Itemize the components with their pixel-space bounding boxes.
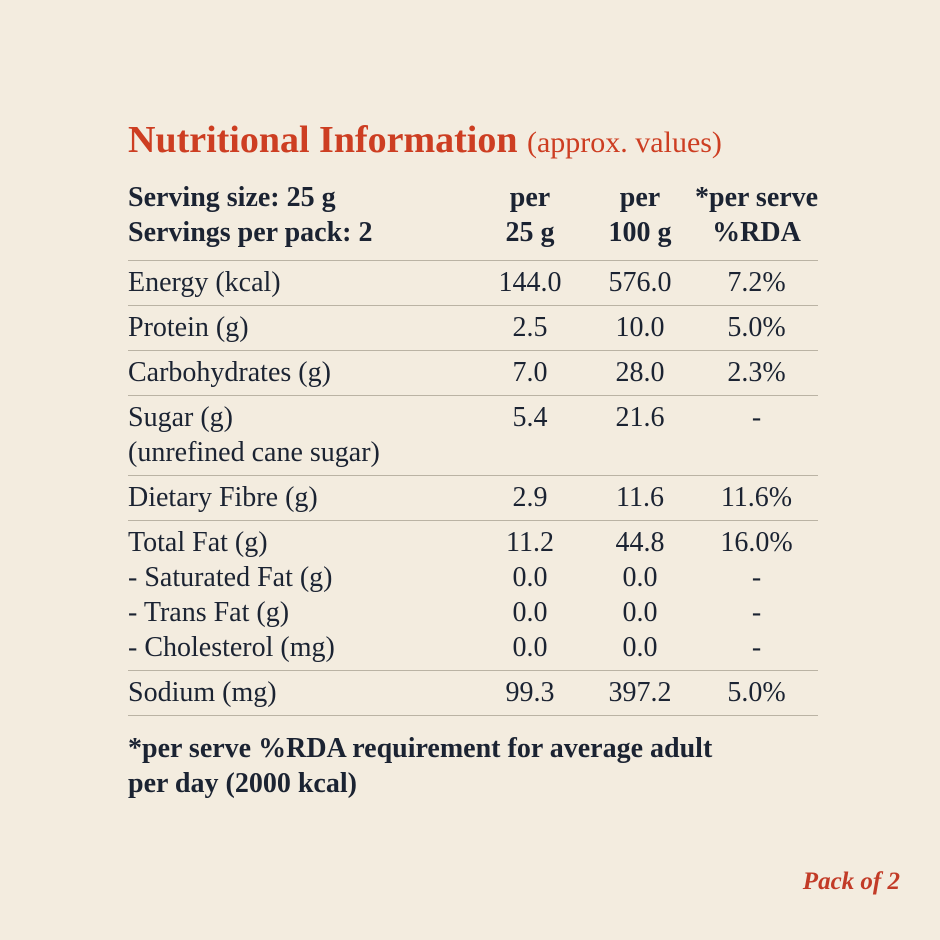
cell-per-100g: 11.6 <box>616 482 664 513</box>
header-rda-line2: %RDA <box>712 217 801 248</box>
title-main: Nutritional Information <box>128 119 518 161</box>
cell-rda-percent: - <box>751 632 762 663</box>
rda-footnote: *per serve %RDA requirement for average … <box>128 731 818 801</box>
table-row-group: Energy (kcal) 144.0 576.0 7.2% <box>128 261 818 306</box>
header-rda-line1: *per serve <box>695 182 819 213</box>
footnote-line1: *per serve %RDA requirement for average … <box>128 733 713 764</box>
table-header: Serving size: 25 g Servings per pack: 2 … <box>128 180 818 261</box>
header-per-25g-line1: per <box>509 182 551 213</box>
cell-rda-percent: 16.0% <box>720 527 793 558</box>
header-per-100g-line1: per <box>619 182 661 213</box>
cell-per-100g: 28.0 <box>615 357 665 388</box>
cell-per-25g: 0.0 <box>512 597 548 628</box>
cell-per-100g: 0.0 <box>622 632 658 663</box>
cell-rda-percent: - <box>751 402 762 433</box>
cell-rda-percent: - <box>751 597 762 628</box>
row-label: Carbohydrates (g) <box>128 357 331 388</box>
row-label: - Cholesterol (mg) <box>128 632 335 663</box>
cell-per-25g: 11.2 <box>506 527 554 558</box>
cell-rda-percent: - <box>751 562 762 593</box>
table-row-group: Sugar (g) 5.4 21.6 - (unrefined cane sugar) <box>128 396 818 476</box>
header-col-per-25g: per 25 g <box>475 180 585 250</box>
cell-rda-percent: 2.3% <box>727 357 786 388</box>
cell-rda-percent <box>695 435 818 470</box>
cell-per-25g: 2.5 <box>512 312 548 343</box>
header-col-rda: *per serve %RDA <box>695 180 818 250</box>
cell-per-100g: 0.0 <box>622 597 658 628</box>
title-approx-values: (approx. values) <box>527 126 722 159</box>
header-per-100g-line2: 100 g <box>608 217 672 248</box>
cell-per-25g: 2.9 <box>512 482 548 513</box>
cell-per-100g: 44.8 <box>615 527 665 558</box>
row-label: Dietary Fibre (g) <box>128 482 318 513</box>
page-title: Nutritional Information (approx. values) <box>128 116 818 167</box>
cell-per-25g: 0.0 <box>512 562 548 593</box>
row-label: Total Fat (g) <box>128 527 268 558</box>
row-label: - Saturated Fat (g) <box>128 562 333 593</box>
row-label: - Trans Fat (g) <box>128 597 290 628</box>
cell-per-100g: 397.2 <box>608 677 672 708</box>
cell-per-100g: 21.6 <box>615 402 665 433</box>
table-row-group: Total Fat (g) 11.2 44.8 16.0% - Saturated Fa… <box>128 521 818 671</box>
header-col-per-100g: per 100 g <box>585 180 695 250</box>
table-row-group: Sodium (mg) 99.3 397.2 5.0% <box>128 671 818 716</box>
cell-per-25g: 5.4 <box>512 402 548 433</box>
cell-per-100g: 0.0 <box>622 562 658 593</box>
cell-rda-percent: 5.0% <box>727 677 786 708</box>
cell-per-100g <box>585 435 695 470</box>
row-label: Energy (kcal) <box>128 267 281 298</box>
cell-per-25g: 144.0 <box>498 267 562 298</box>
row-label: Sugar (g) <box>128 402 233 433</box>
header-per-25g-line2: 25 g <box>505 217 555 248</box>
table-row-group: Carbohydrates (g) 7.0 28.0 2.3% <box>128 351 818 396</box>
footnote-line2: per day (2000 kcal) <box>128 768 357 799</box>
cell-rda-percent: 7.2% <box>727 267 786 298</box>
cell-per-25g: 99.3 <box>505 677 555 708</box>
row-label: Sodium (mg) <box>128 677 277 708</box>
cell-per-100g: 576.0 <box>608 267 672 298</box>
label-content: Nutritional Information (approx. values)… <box>128 116 818 801</box>
table-body: Energy (kcal) 144.0 576.0 7.2% Protein (g) 2.… <box>128 261 818 716</box>
serving-size-text: Serving size: 25 g <box>128 182 336 213</box>
servings-per-pack-text: Servings per pack: 2 <box>128 217 373 248</box>
cell-per-100g: 10.0 <box>615 312 665 343</box>
cell-per-25g <box>475 435 585 470</box>
cell-rda-percent: 11.6% <box>720 482 793 513</box>
row-label: Protein (g) <box>128 312 249 343</box>
header-serving-info: Serving size: 25 g Servings per pack: 2 <box>128 180 475 250</box>
cell-rda-percent: 5.0% <box>727 312 786 343</box>
row-label: (unrefined cane sugar) <box>128 437 380 468</box>
pack-of-label: Pack of 2 <box>802 868 900 895</box>
cell-per-25g: 0.0 <box>512 632 548 663</box>
table-row-group: Protein (g) 2.5 10.0 5.0% <box>128 306 818 351</box>
cell-per-25g: 7.0 <box>512 357 548 388</box>
table-row-group: Dietary Fibre (g) 2.9 11.6 11.6% <box>128 476 818 521</box>
